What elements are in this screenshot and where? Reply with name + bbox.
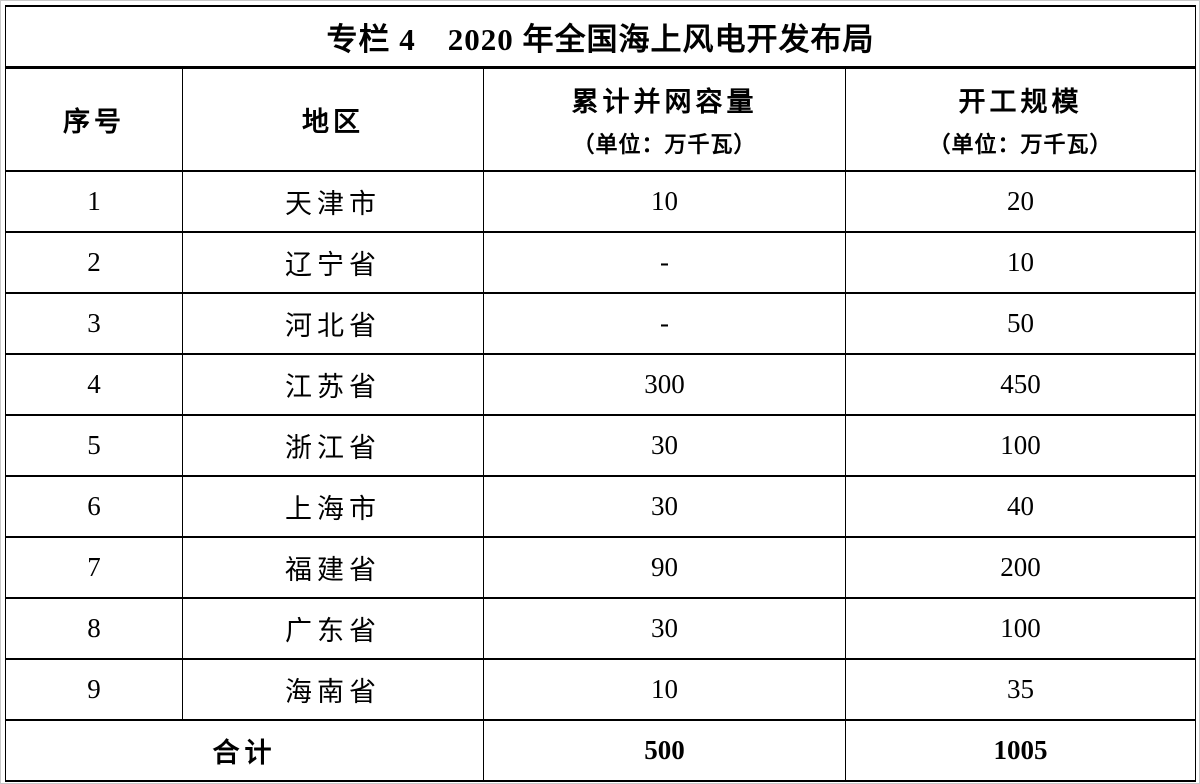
region-cell: 浙江省: [182, 414, 484, 477]
capacity-cell: -: [483, 231, 846, 294]
capacity-cell: -: [483, 292, 846, 355]
table-row: 3 河北省 - 50: [5, 292, 1196, 355]
capacity-cell: 10: [483, 658, 846, 721]
region-text: 天津市: [285, 189, 381, 219]
row-index-cell: 6: [5, 475, 183, 538]
capacity-cell: 10: [483, 170, 846, 233]
table-row: 6 上海市 30 40: [5, 475, 1196, 538]
header-region: 地区: [182, 66, 484, 172]
region-text: 上海市: [285, 494, 381, 524]
row-index-cell: 5: [5, 414, 183, 477]
row-index-cell: 3: [5, 292, 183, 355]
scale-cell: 200: [845, 536, 1196, 599]
region-cell: 上海市: [182, 475, 484, 538]
region-text: 江苏省: [285, 372, 381, 402]
table-title-row: 专栏 4 2020 年全国海上风电开发布局: [5, 5, 1196, 69]
total-scale-cell: 1005: [845, 719, 1196, 782]
region-cell: 天津市: [182, 170, 484, 233]
header-scale: 开工规模 （单位：万千瓦）: [845, 66, 1196, 172]
region-text: 河北省: [285, 311, 381, 341]
row-index-cell: 4: [5, 353, 183, 416]
table-row: 7 福建省 90 200: [5, 536, 1196, 599]
row-index-cell: 7: [5, 536, 183, 599]
capacity-cell: 90: [483, 536, 846, 599]
row-index-cell: 2: [5, 231, 183, 294]
scale-cell: 100: [845, 414, 1196, 477]
total-label-cell: 合计: [5, 719, 484, 782]
header-scale-label: 开工规模: [958, 87, 1083, 117]
region-cell: 海南省: [182, 658, 484, 721]
region-cell: 河北省: [182, 292, 484, 355]
total-capacity-cell: 500: [483, 719, 846, 782]
table-row: 1 天津市 10 20: [5, 170, 1196, 233]
table-total-row: 合计 500 1005: [5, 719, 1196, 782]
table-row: 8 广东省 30 100: [5, 597, 1196, 660]
offshore-wind-layout-table: 专栏 4 2020 年全国海上风电开发布局 序号 地区 累计并网容量 （单位：万…: [5, 5, 1196, 782]
scale-cell: 450: [845, 353, 1196, 416]
header-capacity-unit: （单位：万千瓦）: [572, 132, 757, 157]
header-capacity: 累计并网容量 （单位：万千瓦）: [483, 66, 846, 172]
scale-cell: 35: [845, 658, 1196, 721]
capacity-cell: 300: [483, 353, 846, 416]
region-cell: 福建省: [182, 536, 484, 599]
header-no-label: 序号: [63, 107, 125, 137]
region-text: 辽宁省: [285, 250, 381, 280]
region-text: 广东省: [285, 616, 381, 646]
table-row: 2 辽宁省 - 10: [5, 231, 1196, 294]
header-scale-unit: （单位：万千瓦）: [928, 132, 1113, 157]
capacity-cell: 30: [483, 414, 846, 477]
region-cell: 辽宁省: [182, 231, 484, 294]
table-row: 9 海南省 10 35: [5, 658, 1196, 721]
header-region-label: 地区: [302, 107, 364, 137]
row-index-cell: 9: [5, 658, 183, 721]
header-capacity-label: 累计并网容量: [571, 87, 758, 117]
scale-cell: 50: [845, 292, 1196, 355]
region-text: 海南省: [285, 677, 381, 707]
region-text: 浙江省: [285, 433, 381, 463]
scale-cell: 10: [845, 231, 1196, 294]
total-label: 合计: [212, 738, 277, 768]
capacity-cell: 30: [483, 475, 846, 538]
table-row: 4 江苏省 300 450: [5, 353, 1196, 416]
table-row: 5 浙江省 30 100: [5, 414, 1196, 477]
capacity-cell: 30: [483, 597, 846, 660]
region-cell: 广东省: [182, 597, 484, 660]
region-cell: 江苏省: [182, 353, 484, 416]
scale-cell: 100: [845, 597, 1196, 660]
table-title: 专栏 4 2020 年全国海上风电开发布局: [5, 5, 1196, 69]
scale-cell: 40: [845, 475, 1196, 538]
scale-cell: 20: [845, 170, 1196, 233]
row-index-cell: 1: [5, 170, 183, 233]
row-index-cell: 8: [5, 597, 183, 660]
table-header-row: 序号 地区 累计并网容量 （单位：万千瓦） 开工规模 （单位：万千瓦）: [5, 66, 1196, 172]
header-no: 序号: [5, 66, 183, 172]
region-text: 福建省: [285, 555, 381, 585]
